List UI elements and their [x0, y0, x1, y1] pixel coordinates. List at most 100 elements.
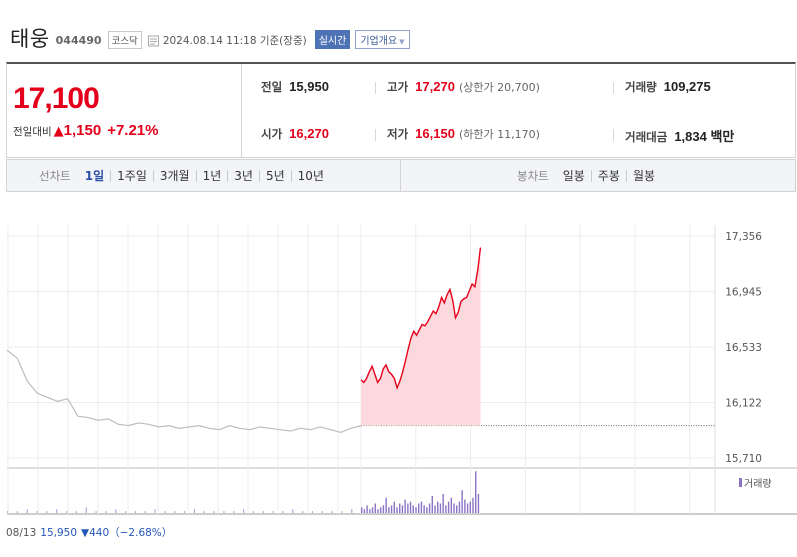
period-1y[interactable]: 1년 — [195, 169, 228, 182]
open-value: 16,270 — [289, 126, 329, 141]
volume-bar — [428, 503, 431, 513]
volume-bar — [426, 507, 428, 513]
volume-legend-swatch — [739, 478, 742, 487]
stock-header: 태웅 044490 코스닥 2024.08.14 11:18 기준(장중) 실시… — [10, 26, 410, 51]
low-value: 16,150 — [415, 126, 455, 141]
volume-bar — [16, 511, 19, 513]
volume-bar — [407, 503, 409, 513]
line-chart-title: 선차트 — [39, 168, 71, 183]
volume-bar — [439, 503, 442, 513]
volume-bar — [377, 509, 379, 513]
chart-period-bar: 선차트 1일 1주일 3개월 1년 3년 5년 10년 봉차트 일봉 주봉 월봉 — [6, 159, 796, 192]
company-info-label: 기업개요 — [360, 36, 398, 47]
volume-bar — [233, 511, 235, 513]
volume-bar — [396, 507, 398, 513]
volume-bar — [75, 511, 78, 513]
change-value: 1,150 — [63, 122, 102, 139]
candle-chart-title: 봉차트 — [517, 168, 549, 183]
quote-summary: 17,100 전일대비 ▲ 1,150 +7.21% 전일 15,950 고가 … — [6, 62, 796, 158]
volume-bar — [134, 511, 137, 513]
line-chart-periods: 선차트 1일 1주일 3개월 1년 3년 5년 10년 — [39, 160, 330, 191]
volume-bar — [469, 501, 472, 513]
volume-bar — [105, 511, 107, 513]
volume-bar — [472, 497, 474, 513]
stock-code: 044490 — [55, 33, 102, 47]
volume-bar — [7, 511, 9, 513]
period-3m[interactable]: 3개월 — [152, 169, 196, 182]
volume-bar — [456, 505, 458, 513]
period-daily[interactable]: 일봉 — [562, 168, 585, 183]
period-monthly[interactable]: 월봉 — [625, 169, 661, 182]
volume-bar — [223, 511, 225, 513]
volume-bar — [243, 509, 245, 513]
volume-bar — [442, 494, 444, 513]
volume-bar — [447, 501, 450, 513]
volume-bar — [36, 511, 38, 513]
company-info-button[interactable]: 기업개요 ▼ — [355, 30, 410, 49]
volume-bar — [382, 505, 385, 513]
volume-bar — [466, 503, 469, 513]
volume-bar — [464, 499, 466, 513]
volume-bar — [262, 511, 264, 513]
up-arrow-icon: ▲ — [53, 124, 64, 139]
period-5y[interactable]: 5년 — [258, 169, 291, 182]
volume-bar — [434, 505, 436, 513]
divider — [400, 160, 401, 191]
amount-value: 1,834 백만 — [674, 129, 735, 144]
change-percent: +7.21% — [107, 122, 159, 139]
today-area — [361, 247, 481, 426]
upper-limit: (상한가 20,700) — [458, 81, 540, 94]
volume-bar — [213, 511, 215, 513]
volume-bar — [26, 509, 28, 513]
prev-close-value: 15,950 — [289, 79, 329, 94]
volume-bar — [85, 507, 87, 513]
footer-change: ▼440（−2.68%） — [81, 527, 173, 539]
footer-price: 15,950 — [40, 526, 78, 539]
volume-bar — [409, 501, 412, 513]
period-10y[interactable]: 10년 — [290, 169, 330, 182]
divider — [375, 82, 376, 94]
volume-legend-label: 거래량 — [744, 478, 772, 490]
volume-bar — [475, 471, 477, 513]
volume-bar — [66, 511, 68, 513]
y-tick-label: 17,356 — [725, 231, 762, 243]
volume-stat: 거래량 109,275 — [625, 79, 711, 95]
footer-date: 08/13 — [6, 526, 37, 539]
volume-bar — [331, 511, 333, 513]
volume-bar — [399, 503, 401, 513]
realtime-button[interactable]: 실시간 — [314, 30, 351, 49]
volume-value: 109,275 — [663, 79, 711, 94]
amount-label: 거래대금 — [625, 130, 668, 144]
volume-bar — [458, 501, 461, 513]
period-3y[interactable]: 3년 — [227, 169, 259, 182]
footer-prev-day: 08/13 15,950 ▼440（−2.68%） — [6, 525, 172, 540]
low-stat: 저가 16,150 (하한가 11,170) — [387, 126, 540, 142]
high-stat: 고가 17,270 (상한가 20,700) — [387, 79, 540, 95]
period-weekly[interactable]: 주봉 — [590, 169, 626, 182]
prev-day-line — [6, 349, 362, 434]
y-tick-label: 16,945 — [725, 287, 762, 299]
period-1d[interactable]: 1일 — [84, 168, 105, 183]
volume-bar — [46, 511, 48, 513]
period-1w[interactable]: 1주일 — [110, 169, 153, 182]
divider — [375, 129, 376, 141]
today-line — [360, 247, 482, 390]
volume-bar — [431, 495, 433, 513]
volume-bar — [369, 509, 371, 513]
volume-bar — [371, 507, 374, 513]
volume-bar — [184, 511, 186, 513]
volume-bar — [302, 511, 304, 513]
volume-bar — [164, 511, 166, 513]
volume-bar — [423, 505, 425, 513]
volume-bar — [95, 511, 97, 513]
volume-bar — [292, 509, 294, 513]
volume-bar — [193, 509, 196, 513]
clock-icon — [147, 35, 159, 46]
volume-bar — [374, 503, 376, 513]
volume-bar — [252, 511, 255, 513]
volume-bar — [341, 511, 343, 513]
volume-bar — [401, 505, 404, 513]
chevron-down-icon: ▼ — [399, 38, 405, 46]
volume-bar — [477, 494, 480, 513]
